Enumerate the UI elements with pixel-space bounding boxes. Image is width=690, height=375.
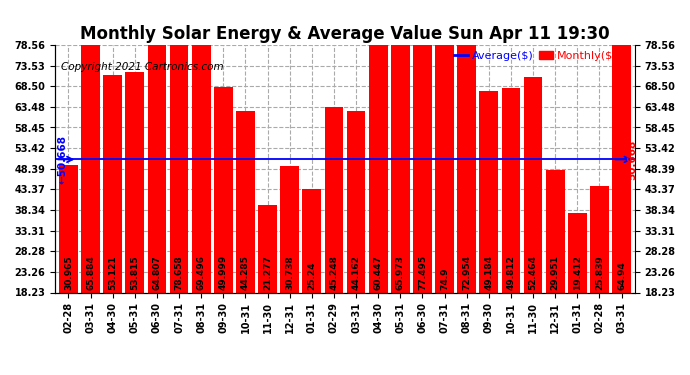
- Text: 65.973: 65.973: [396, 256, 405, 291]
- Bar: [192, 8, 210, 292]
- Bar: [480, 91, 498, 292]
- Bar: [170, 0, 188, 292]
- Text: 72.954: 72.954: [462, 255, 471, 291]
- Bar: [148, 27, 166, 292]
- Bar: [546, 170, 564, 292]
- Title: Monthly Solar Energy & Average Value Sun Apr 11 19:30: Monthly Solar Energy & Average Value Sun…: [80, 26, 610, 44]
- Text: 49.184: 49.184: [484, 255, 493, 291]
- Bar: [590, 186, 609, 292]
- Bar: [236, 111, 255, 292]
- Text: 69.496: 69.496: [197, 255, 206, 291]
- Bar: [568, 213, 586, 292]
- Text: 45.248: 45.248: [329, 256, 338, 291]
- Text: 30.738: 30.738: [285, 256, 294, 291]
- Bar: [214, 87, 233, 292]
- Bar: [104, 75, 122, 292]
- Bar: [302, 189, 322, 292]
- Text: 19.412: 19.412: [573, 256, 582, 291]
- Text: ←50.668: ←50.668: [57, 135, 68, 184]
- Text: 30.965: 30.965: [64, 256, 73, 291]
- Bar: [280, 166, 299, 292]
- Bar: [435, 0, 454, 292]
- Text: 50.668: 50.668: [628, 139, 638, 180]
- Text: Copyright 2021 Cartronics.com: Copyright 2021 Cartronics.com: [61, 62, 224, 72]
- Text: 49.812: 49.812: [506, 256, 515, 291]
- Bar: [413, 0, 432, 292]
- Text: 60.447: 60.447: [374, 256, 383, 291]
- Text: 78.658: 78.658: [175, 256, 184, 291]
- Bar: [368, 45, 388, 292]
- Bar: [126, 72, 144, 292]
- Text: 53.815: 53.815: [130, 256, 139, 291]
- Text: 64.807: 64.807: [152, 256, 161, 291]
- Text: 25.839: 25.839: [595, 256, 604, 291]
- Text: 74.9: 74.9: [440, 268, 449, 291]
- Text: 25.24: 25.24: [307, 262, 316, 291]
- Bar: [81, 22, 100, 293]
- Text: 44.285: 44.285: [241, 256, 250, 291]
- Text: 44.162: 44.162: [352, 256, 361, 291]
- Text: 64.94: 64.94: [617, 262, 626, 291]
- Text: 49.999: 49.999: [219, 255, 228, 291]
- Bar: [324, 107, 344, 292]
- Bar: [391, 22, 410, 292]
- Bar: [258, 205, 277, 292]
- Text: 53.121: 53.121: [108, 256, 117, 291]
- Text: 29.951: 29.951: [551, 256, 560, 291]
- Bar: [59, 165, 78, 292]
- Bar: [524, 77, 542, 292]
- Text: 77.495: 77.495: [418, 255, 427, 291]
- Text: 52.464: 52.464: [529, 256, 538, 291]
- Bar: [612, 26, 631, 292]
- Bar: [346, 111, 366, 292]
- Legend: Average($), Monthly($): Average($), Monthly($): [454, 51, 618, 60]
- Text: 65.884: 65.884: [86, 256, 95, 291]
- Bar: [502, 88, 520, 292]
- Text: 21.277: 21.277: [263, 256, 272, 291]
- Bar: [457, 0, 476, 292]
